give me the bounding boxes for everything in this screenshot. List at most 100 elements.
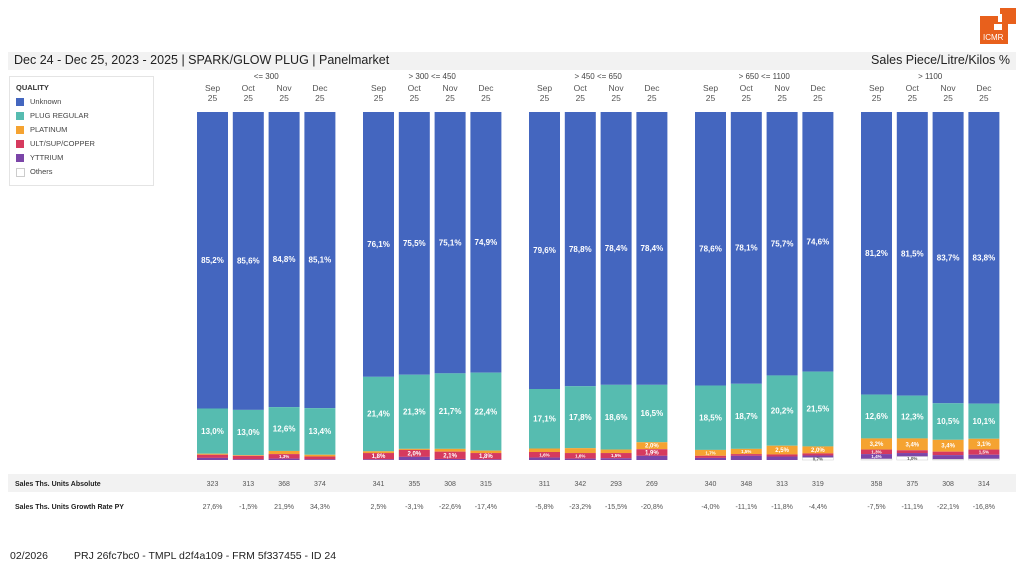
data-label: 84,8% (273, 255, 296, 264)
bar-segment-ult-sup-copper (600, 453, 632, 459)
bar-segment-platinum (434, 448, 466, 452)
data-label: 18,6% (605, 413, 628, 422)
bar-segment-unknown (695, 112, 726, 386)
data-label: 1,5% (979, 450, 989, 455)
data-label: 83,8% (973, 253, 996, 262)
table-cell: 308 (444, 481, 456, 488)
bar-segment-yttrium (932, 455, 964, 460)
data-label: 18,7% (735, 412, 758, 421)
bar-segment-plug-regular (564, 386, 596, 449)
data-label: 3,4% (905, 442, 919, 448)
data-label: 12,6% (273, 425, 296, 434)
data-label: 1,8% (479, 454, 493, 460)
table-row-background (8, 474, 1016, 492)
x-tick-year: 25 (706, 93, 716, 103)
bar-segment-yttrium (363, 459, 394, 460)
bar-segment-yttrium (968, 454, 1000, 459)
bar-segment-ult-sup-copper (968, 449, 1000, 455)
bar-segment-others (860, 458, 893, 461)
x-tick-year: 25 (244, 93, 254, 103)
table-cell: -22,1% (937, 504, 959, 511)
x-tick-month: Dec (810, 83, 826, 93)
bar-segment-platinum (968, 438, 1000, 450)
bar-segment-platinum (470, 450, 502, 454)
x-tick-month: Nov (443, 83, 459, 93)
bar-segment-plug-regular (363, 376, 394, 452)
data-label: 12,6% (865, 412, 888, 421)
bar-segment-unknown (636, 112, 668, 385)
bar-segment-plug-regular (968, 403, 1000, 439)
x-tick-year: 25 (576, 93, 586, 103)
x-tick-month: Sep (869, 83, 884, 93)
table-cell: 21,9% (274, 504, 294, 511)
bar-segment-platinum (564, 448, 596, 454)
chart-title: Dec 24 - Dec 25, 2023 - 2025 | SPARK/GLO… (14, 53, 390, 67)
table-cell: 342 (574, 481, 586, 488)
x-tick-month: Dec (644, 83, 660, 93)
x-tick-year: 25 (943, 93, 953, 103)
unit-label: Sales Piece/Litre/Kilos % (871, 53, 1010, 67)
bar-segment-ult-sup-copper (268, 454, 300, 459)
bar-segment-ult-sup-copper (434, 451, 466, 459)
table-cell: 358 (871, 481, 883, 488)
x-tick-year: 25 (742, 93, 752, 103)
bar-segment-plug-regular (398, 374, 430, 449)
bar-segment-yttrium (564, 458, 596, 460)
data-label: 17,8% (569, 413, 592, 422)
table-cell: 314 (978, 481, 990, 488)
data-label: 1,6% (575, 453, 585, 458)
bar-segment-plug-regular (304, 408, 336, 455)
data-label: 83,7% (937, 253, 960, 262)
legend-label: ULT/SUP/COPPER (30, 139, 95, 148)
data-label: 2,1% (443, 453, 457, 459)
bar-segment-plug-regular (232, 409, 264, 456)
x-tick-month: Oct (740, 83, 754, 93)
bar-segment-yttrium (398, 456, 430, 460)
bar-segment-yttrium (695, 457, 726, 460)
bar-segment-yttrium (529, 457, 560, 460)
bar-segment-unknown (932, 112, 964, 404)
bar-segment-unknown (896, 112, 928, 396)
bar-segment-unknown (766, 112, 798, 376)
bar-segment-unknown (232, 112, 264, 410)
bar-segment-platinum (861, 438, 892, 450)
table-cell: -11,1% (735, 504, 757, 511)
table-cell: 27,6% (203, 504, 223, 511)
bar-segment-unknown (197, 112, 228, 409)
data-label: 21,3% (403, 407, 426, 416)
data-label: 13,4% (309, 427, 332, 436)
bar-segment-unknown (529, 112, 560, 390)
table-cell: -3,1% (405, 504, 423, 511)
bar-segment-others (932, 459, 964, 461)
table-cell: 269 (646, 481, 658, 488)
bar-segment-ult-sup-copper (636, 449, 668, 456)
bar-segment-yttrium (197, 457, 228, 460)
bar-segment-platinum (268, 450, 300, 455)
table-cell: -7,5% (867, 504, 885, 511)
data-label: 22,4% (475, 407, 498, 416)
table-cell: 375 (906, 481, 918, 488)
data-label: 1,8% (372, 454, 386, 460)
bar-segment-unknown (730, 112, 762, 384)
data-label: 74,6% (807, 237, 830, 246)
table-cell: 348 (740, 481, 752, 488)
bar-segment-platinum (197, 453, 228, 455)
x-tick-month: Nov (609, 83, 625, 93)
chart-header: Dec 24 - Dec 25, 2023 - 2025 | SPARK/GLO… (8, 52, 1016, 70)
bar-segment-ult-sup-copper (695, 455, 726, 458)
bar-segment-unknown (398, 112, 430, 375)
x-tick-year: 25 (445, 93, 455, 103)
table-cell: 2,5% (371, 504, 387, 511)
table-cell: 313 (776, 481, 788, 488)
bar-segment-unknown (304, 112, 336, 409)
bar-segment-platinum (232, 455, 264, 456)
data-label: 75,7% (771, 239, 794, 248)
x-tick-month: Oct (408, 83, 422, 93)
legend-swatch (16, 154, 24, 162)
bar-segment-others (896, 456, 929, 461)
bar-segment-ult-sup-copper (529, 451, 560, 458)
table-cell: 313 (242, 481, 254, 488)
data-label: 2,0% (811, 448, 825, 454)
bar-segment-unknown (434, 112, 466, 374)
